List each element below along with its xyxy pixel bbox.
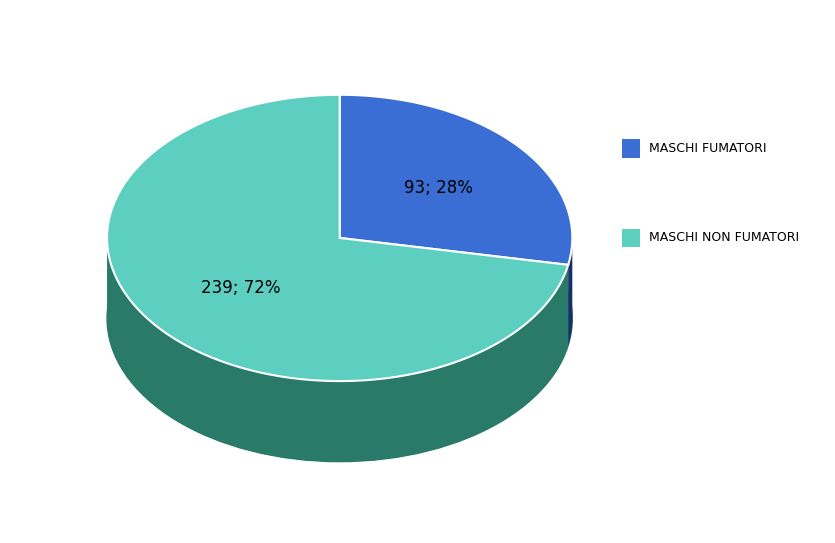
Text: MASCHI FUMATORI: MASCHI FUMATORI	[650, 142, 767, 155]
Bar	[621, 139, 640, 158]
Ellipse shape	[107, 175, 572, 462]
Bar	[621, 229, 640, 248]
Text: 239; 72%: 239; 72%	[201, 279, 281, 297]
Polygon shape	[340, 238, 568, 345]
Polygon shape	[340, 95, 572, 265]
Polygon shape	[340, 238, 568, 345]
Polygon shape	[107, 95, 568, 381]
Polygon shape	[107, 238, 568, 462]
Text: 93; 28%: 93; 28%	[404, 179, 473, 197]
Polygon shape	[568, 238, 572, 345]
Text: MASCHI NON FUMATORI: MASCHI NON FUMATORI	[650, 231, 799, 244]
